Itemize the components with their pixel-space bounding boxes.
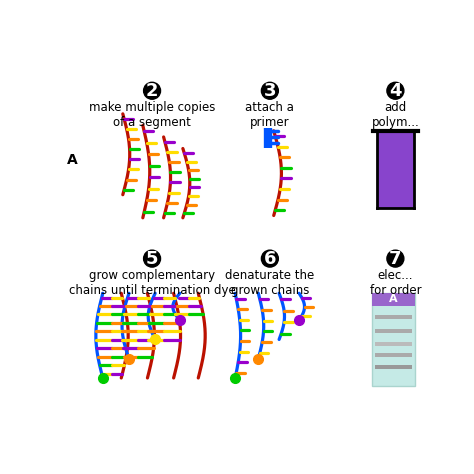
Circle shape <box>261 250 278 267</box>
Circle shape <box>144 250 161 267</box>
Text: grow complementary
chains until termination dye: grow complementary chains until terminat… <box>69 269 236 297</box>
Bar <box>374 328 412 333</box>
Bar <box>374 365 412 369</box>
Text: 2: 2 <box>146 82 158 100</box>
Text: 6: 6 <box>264 250 276 268</box>
Bar <box>374 315 412 319</box>
Circle shape <box>261 82 278 99</box>
Bar <box>377 131 414 208</box>
Text: 5: 5 <box>146 250 158 268</box>
Text: denaturate the
grown chains: denaturate the grown chains <box>225 269 315 297</box>
Text: make multiple copies
of a segment: make multiple copies of a segment <box>89 101 215 129</box>
Text: 4: 4 <box>389 82 401 100</box>
Circle shape <box>144 82 161 99</box>
Circle shape <box>387 250 404 267</box>
Text: add
polym...: add polym... <box>372 101 419 129</box>
Text: A: A <box>66 153 77 167</box>
Text: attach a
primer: attach a primer <box>246 101 294 129</box>
Circle shape <box>387 82 404 99</box>
Text: elec...
for order: elec... for order <box>370 269 421 297</box>
Bar <box>374 342 412 346</box>
Text: A: A <box>389 294 398 304</box>
Bar <box>372 293 415 306</box>
Text: 7: 7 <box>389 250 401 268</box>
Bar <box>374 353 412 357</box>
Text: 3: 3 <box>264 82 276 100</box>
Bar <box>372 293 415 386</box>
